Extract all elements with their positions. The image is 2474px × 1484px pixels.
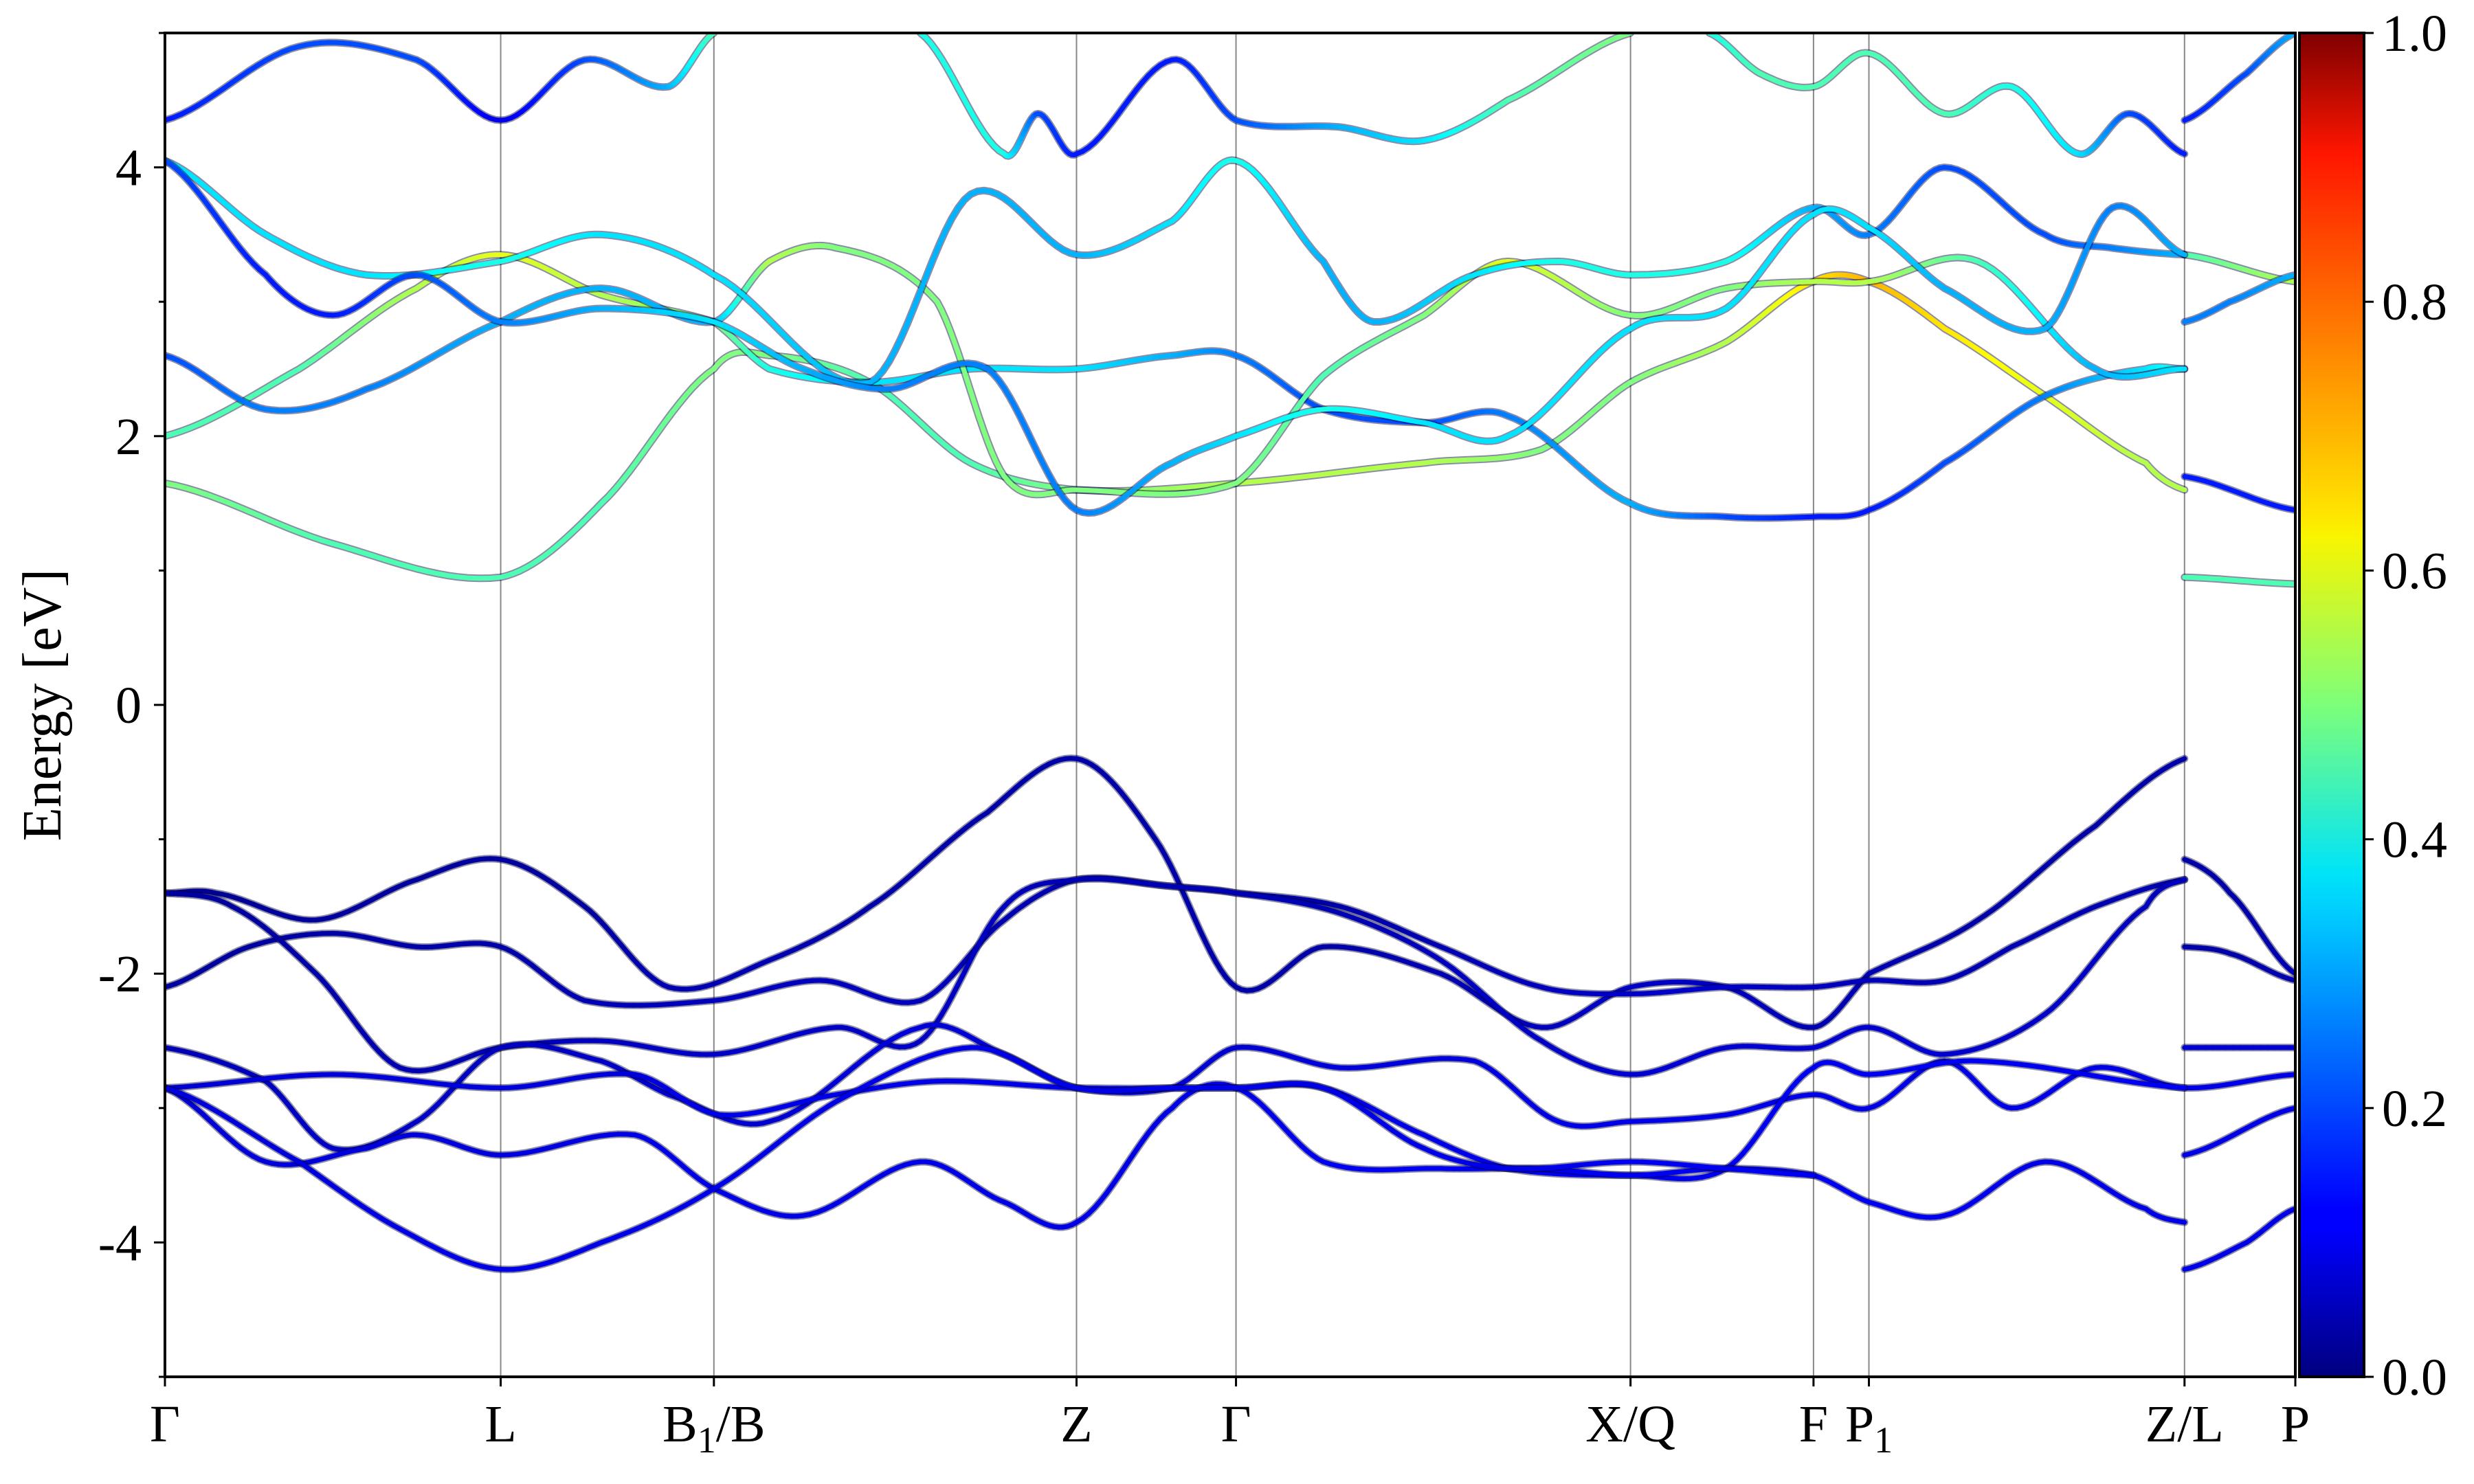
x-tick-label: Γ: [150, 1395, 180, 1453]
band-conduction: [165, 156, 2189, 387]
colorbar-tick-label: 0.8: [2382, 273, 2447, 331]
band-valence: [2181, 1104, 2295, 1159]
band-valence: [2181, 943, 2295, 985]
colorbar: [2298, 32, 2365, 1378]
band-conduction: [2181, 573, 2295, 588]
band-conduction: [165, 271, 2189, 583]
band-conduction: [916, 33, 1635, 160]
x-tick-label: P: [2281, 1395, 2310, 1453]
band-segment: [917, 273, 929, 294]
band-segment: [905, 304, 917, 325]
x-tick-label: X/Q: [1585, 1395, 1675, 1453]
x-tick-label: L: [484, 1395, 516, 1453]
band-segment: [911, 289, 923, 310]
band-valence: [2181, 1205, 2295, 1273]
y-tick-label: 0: [115, 677, 142, 734]
band-conduction: [165, 157, 2189, 517]
band-segment: [2176, 756, 2187, 764]
y-tick-label: 2: [115, 408, 142, 466]
band-conduction: [165, 33, 718, 124]
band-segment: [899, 320, 911, 340]
x-axis-ticks: Γ L B1/B Z Γ X/Q F P1 Z/L P: [150, 1377, 2310, 1461]
band-segment: [2169, 1084, 2187, 1090]
x-tick-label: B1/B: [662, 1395, 766, 1461]
y-axis-label: Energy [eV]: [12, 569, 73, 841]
y-axis-ticks: -4 -2 0 2 4: [98, 32, 165, 1378]
y-tick-label: -2: [98, 945, 142, 1003]
band-segment: [2178, 150, 2187, 157]
band-segment: [893, 335, 904, 353]
plot-area: [165, 33, 2295, 1377]
band-segment: [2179, 1219, 2187, 1225]
colorbar-tick-label: 0.4: [2382, 811, 2447, 869]
y-tick-label: -4: [98, 1214, 142, 1272]
band-conduction: [2181, 271, 2295, 326]
band-conduction: [165, 241, 2189, 499]
x-tick-label: F: [1799, 1395, 1828, 1453]
x-tick-label: P1: [1845, 1395, 1893, 1461]
y-tick-label: 4: [115, 139, 142, 197]
colorbar-ticks: 0.0 0.2 0.4 0.6 0.8 1.0: [2364, 5, 2447, 1406]
band-segment: [924, 257, 936, 278]
band-valence: [165, 1044, 1818, 1274]
colorbar-tick-label: 0.2: [2382, 1080, 2447, 1138]
band-segment: [930, 242, 942, 262]
band-valence: [2181, 855, 2295, 978]
x-tick-label: Z/L: [2146, 1395, 2224, 1453]
bands: [165, 33, 2295, 1274]
band-conduction: [2181, 473, 2295, 514]
colorbar-tick-label: 0.6: [2382, 542, 2447, 600]
colorbar-tick-label: 1.0: [2382, 5, 2447, 63]
band-segment: [2179, 877, 2187, 883]
x-tick-label: Γ: [1221, 1395, 1251, 1453]
colorbar-tick-label: 0.0: [2382, 1349, 2447, 1406]
band-valence: [165, 875, 2189, 1079]
band-segment: [2179, 486, 2187, 493]
band-segment: [2177, 250, 2187, 258]
x-tick-label: Z: [1060, 1395, 1092, 1453]
band-segment: [937, 228, 948, 247]
band-conduction: [1705, 33, 2189, 158]
